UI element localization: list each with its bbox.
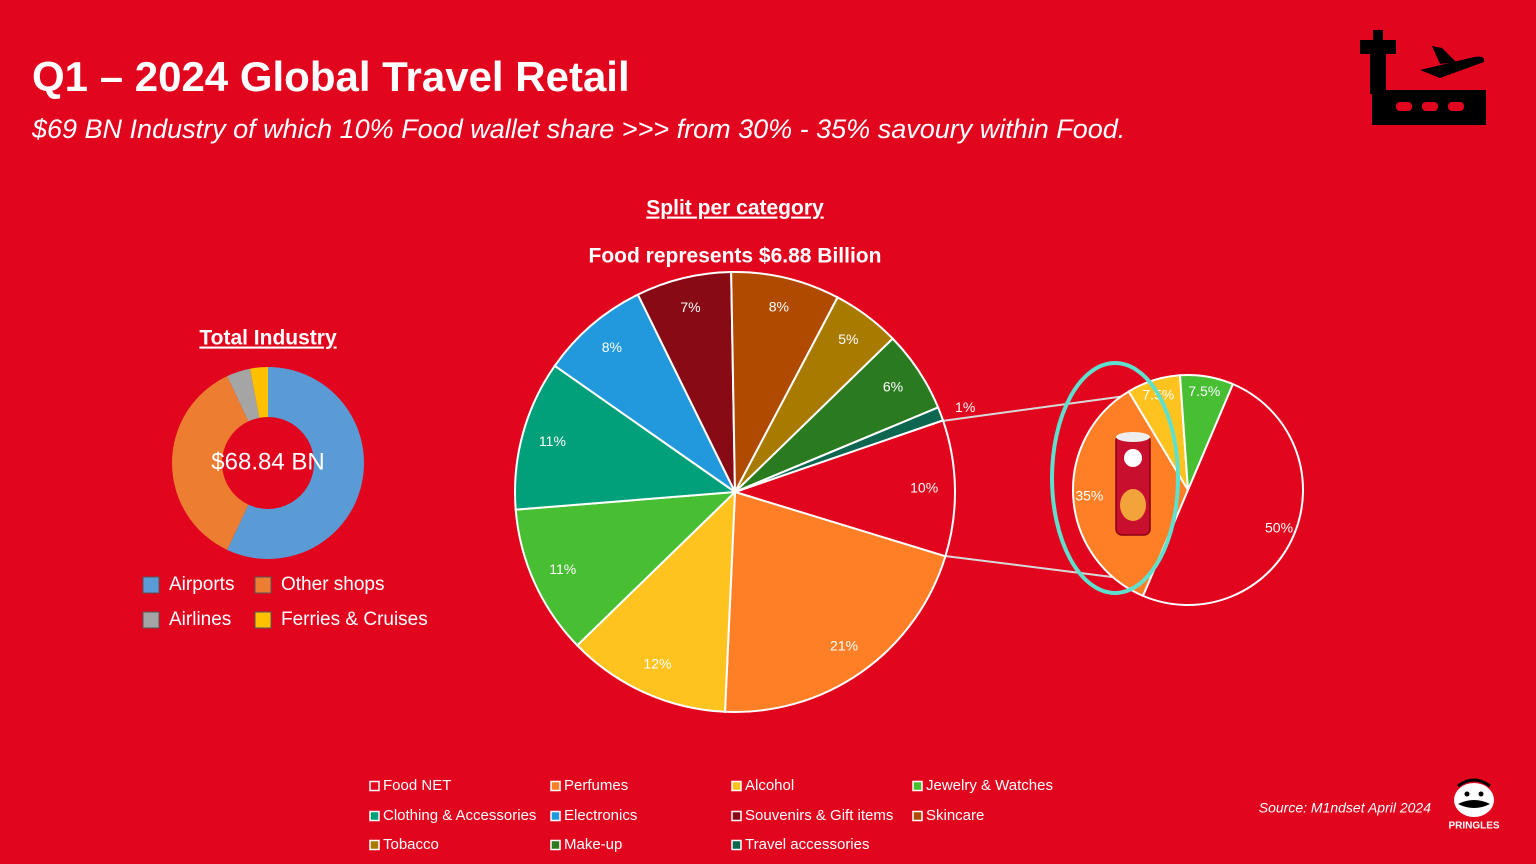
pie-slice xyxy=(731,419,956,558)
pie-slice xyxy=(734,406,945,493)
pie-slice xyxy=(171,376,249,550)
data-label: 10% xyxy=(910,479,938,495)
pie-slice xyxy=(514,490,738,647)
data-label: 7.5% xyxy=(1188,383,1220,399)
legend-label: Souvenirs & Gift items xyxy=(745,807,893,824)
legend-label: Airports xyxy=(169,574,234,595)
legend-swatch xyxy=(731,780,742,792)
product-image xyxy=(1115,432,1151,536)
data-label: 35% xyxy=(1075,488,1103,504)
brand-name: PRINGLES xyxy=(1448,821,1499,832)
legend-swatch xyxy=(369,839,380,851)
pie-slice xyxy=(723,490,947,713)
legend-label: Jewelry & Watches xyxy=(926,777,1053,794)
legend-label: Electronics xyxy=(564,807,637,824)
data-label: 12% xyxy=(643,655,671,671)
pie-slice xyxy=(553,293,736,493)
legend-label: Perfumes xyxy=(564,777,628,794)
slide-subtitle: $69 BN Industry of which 10% Food wallet… xyxy=(31,114,1125,144)
legend-label: Skincare xyxy=(926,807,984,824)
legend-swatch xyxy=(550,839,561,851)
chart-title: Total Industry xyxy=(199,327,337,350)
legend-swatch xyxy=(731,810,742,822)
chart-title: Split per category xyxy=(646,197,824,220)
legend-swatch xyxy=(254,611,272,629)
pie-slice xyxy=(250,367,268,418)
data-label: 8% xyxy=(602,339,622,355)
data-label: 21% xyxy=(830,637,858,653)
data-label: 50% xyxy=(1265,519,1293,535)
airport-icon xyxy=(1360,30,1486,125)
legend-swatch xyxy=(731,839,742,851)
pie-slice xyxy=(575,489,737,713)
legend-label: Travel accessories xyxy=(745,836,869,853)
source-note: Source: M1ndset April 2024 xyxy=(1259,800,1431,816)
legend-label: Other shops xyxy=(281,574,385,595)
legend-swatch xyxy=(369,780,380,792)
legend-swatch xyxy=(912,780,923,792)
legend-label: Food NET xyxy=(383,777,451,794)
legend-swatch xyxy=(142,611,160,629)
chart-subtitle: Food represents $6.88 Billion xyxy=(589,245,882,268)
legend-label: Make-up xyxy=(564,836,622,853)
connector-line xyxy=(941,394,1134,422)
pie-slice xyxy=(227,368,260,422)
charts: $68.84 BN Total Industry Airports Other sho… xyxy=(142,197,1304,853)
legend-label: Clothing & Accessories xyxy=(383,807,536,824)
center-label: $68.84 BN xyxy=(211,448,324,475)
legend-swatch xyxy=(142,576,160,594)
legend-swatch xyxy=(550,810,561,822)
highlight-ellipse xyxy=(1050,361,1180,595)
brand-logo xyxy=(1454,778,1494,817)
data-label: 7% xyxy=(680,299,700,315)
legend-label: Alcohol xyxy=(745,777,794,794)
pie-slice xyxy=(227,367,364,559)
legend-swatch xyxy=(369,810,380,822)
data-label: 6% xyxy=(883,379,903,395)
data-label: 11% xyxy=(539,433,566,449)
airport-icon-windows xyxy=(1396,102,1464,111)
legend-label: Tobacco xyxy=(383,836,439,853)
legend-swatch xyxy=(254,576,272,594)
slide-title: Q1 – 2024 Global Travel Retail xyxy=(32,53,630,100)
data-label: 11% xyxy=(549,561,576,577)
legend-label: Airlines xyxy=(169,609,231,630)
pie-slice xyxy=(730,271,839,493)
pie-slice xyxy=(1141,382,1304,606)
data-label: 1% xyxy=(955,399,975,415)
connector-line xyxy=(944,555,1113,578)
data-label: 5% xyxy=(838,331,858,347)
pie-slice xyxy=(514,364,738,511)
data-label: 8% xyxy=(769,299,789,315)
legend-swatch xyxy=(912,810,923,822)
legend-label: Ferries & Cruises xyxy=(281,609,428,630)
legend-swatch xyxy=(550,780,561,792)
